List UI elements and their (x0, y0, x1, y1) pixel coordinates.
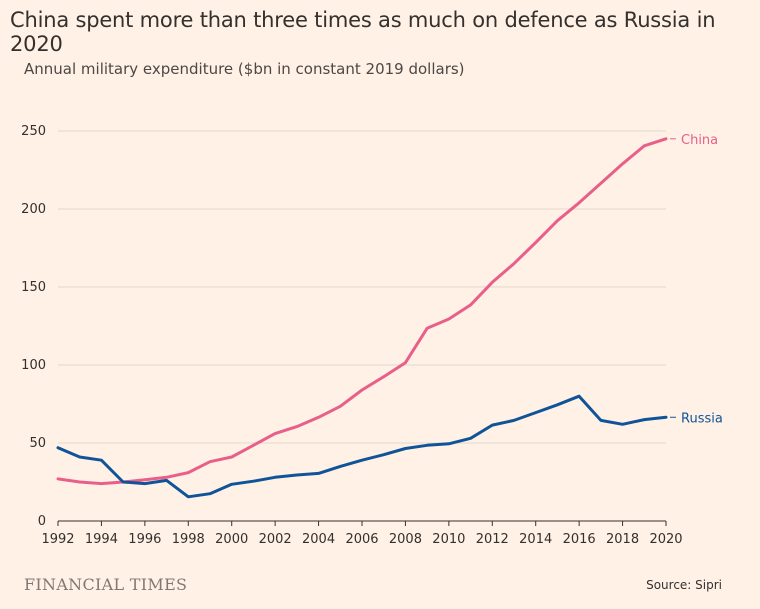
x-tick-label: 1992 (41, 532, 74, 547)
y-tick-label: 0 (38, 514, 46, 529)
series-label-russia: Russia (681, 411, 723, 426)
x-tick-label: 2006 (345, 532, 378, 547)
ft-logo: FINANCIAL TIMES (24, 575, 188, 594)
y-tick-label: 200 (21, 202, 46, 217)
x-tick-label: 1996 (128, 532, 161, 547)
x-tick-label: 1994 (85, 532, 118, 547)
x-tick-label: 2018 (606, 532, 639, 547)
x-tick-label: 1998 (172, 532, 205, 547)
series-line-china (56, 137, 668, 486)
x-tick-label: 2014 (519, 532, 552, 547)
x-tick-label: 2004 (302, 532, 335, 547)
y-tick-label: 150 (21, 280, 46, 295)
x-tick-label: 2020 (649, 532, 682, 547)
x-tick-label: 2016 (563, 532, 596, 547)
source-note: Source: Sipri (646, 578, 722, 592)
x-tick-label: 2012 (476, 532, 509, 547)
chart-subtitle: Annual military expenditure ($bn in cons… (24, 60, 465, 78)
series-label-china: China (681, 133, 718, 148)
y-tick-label: 50 (29, 436, 46, 451)
y-tick-label: 250 (21, 124, 46, 139)
x-tick-label: 2000 (215, 532, 248, 547)
x-tick-label: 2008 (389, 532, 422, 547)
y-tick-label: 100 (21, 358, 46, 373)
x-tick-label: 2002 (259, 532, 292, 547)
x-tick-label: 2010 (432, 532, 465, 547)
series-line-russia (56, 394, 668, 499)
chart-title: China spent more than three times as muc… (10, 8, 716, 56)
